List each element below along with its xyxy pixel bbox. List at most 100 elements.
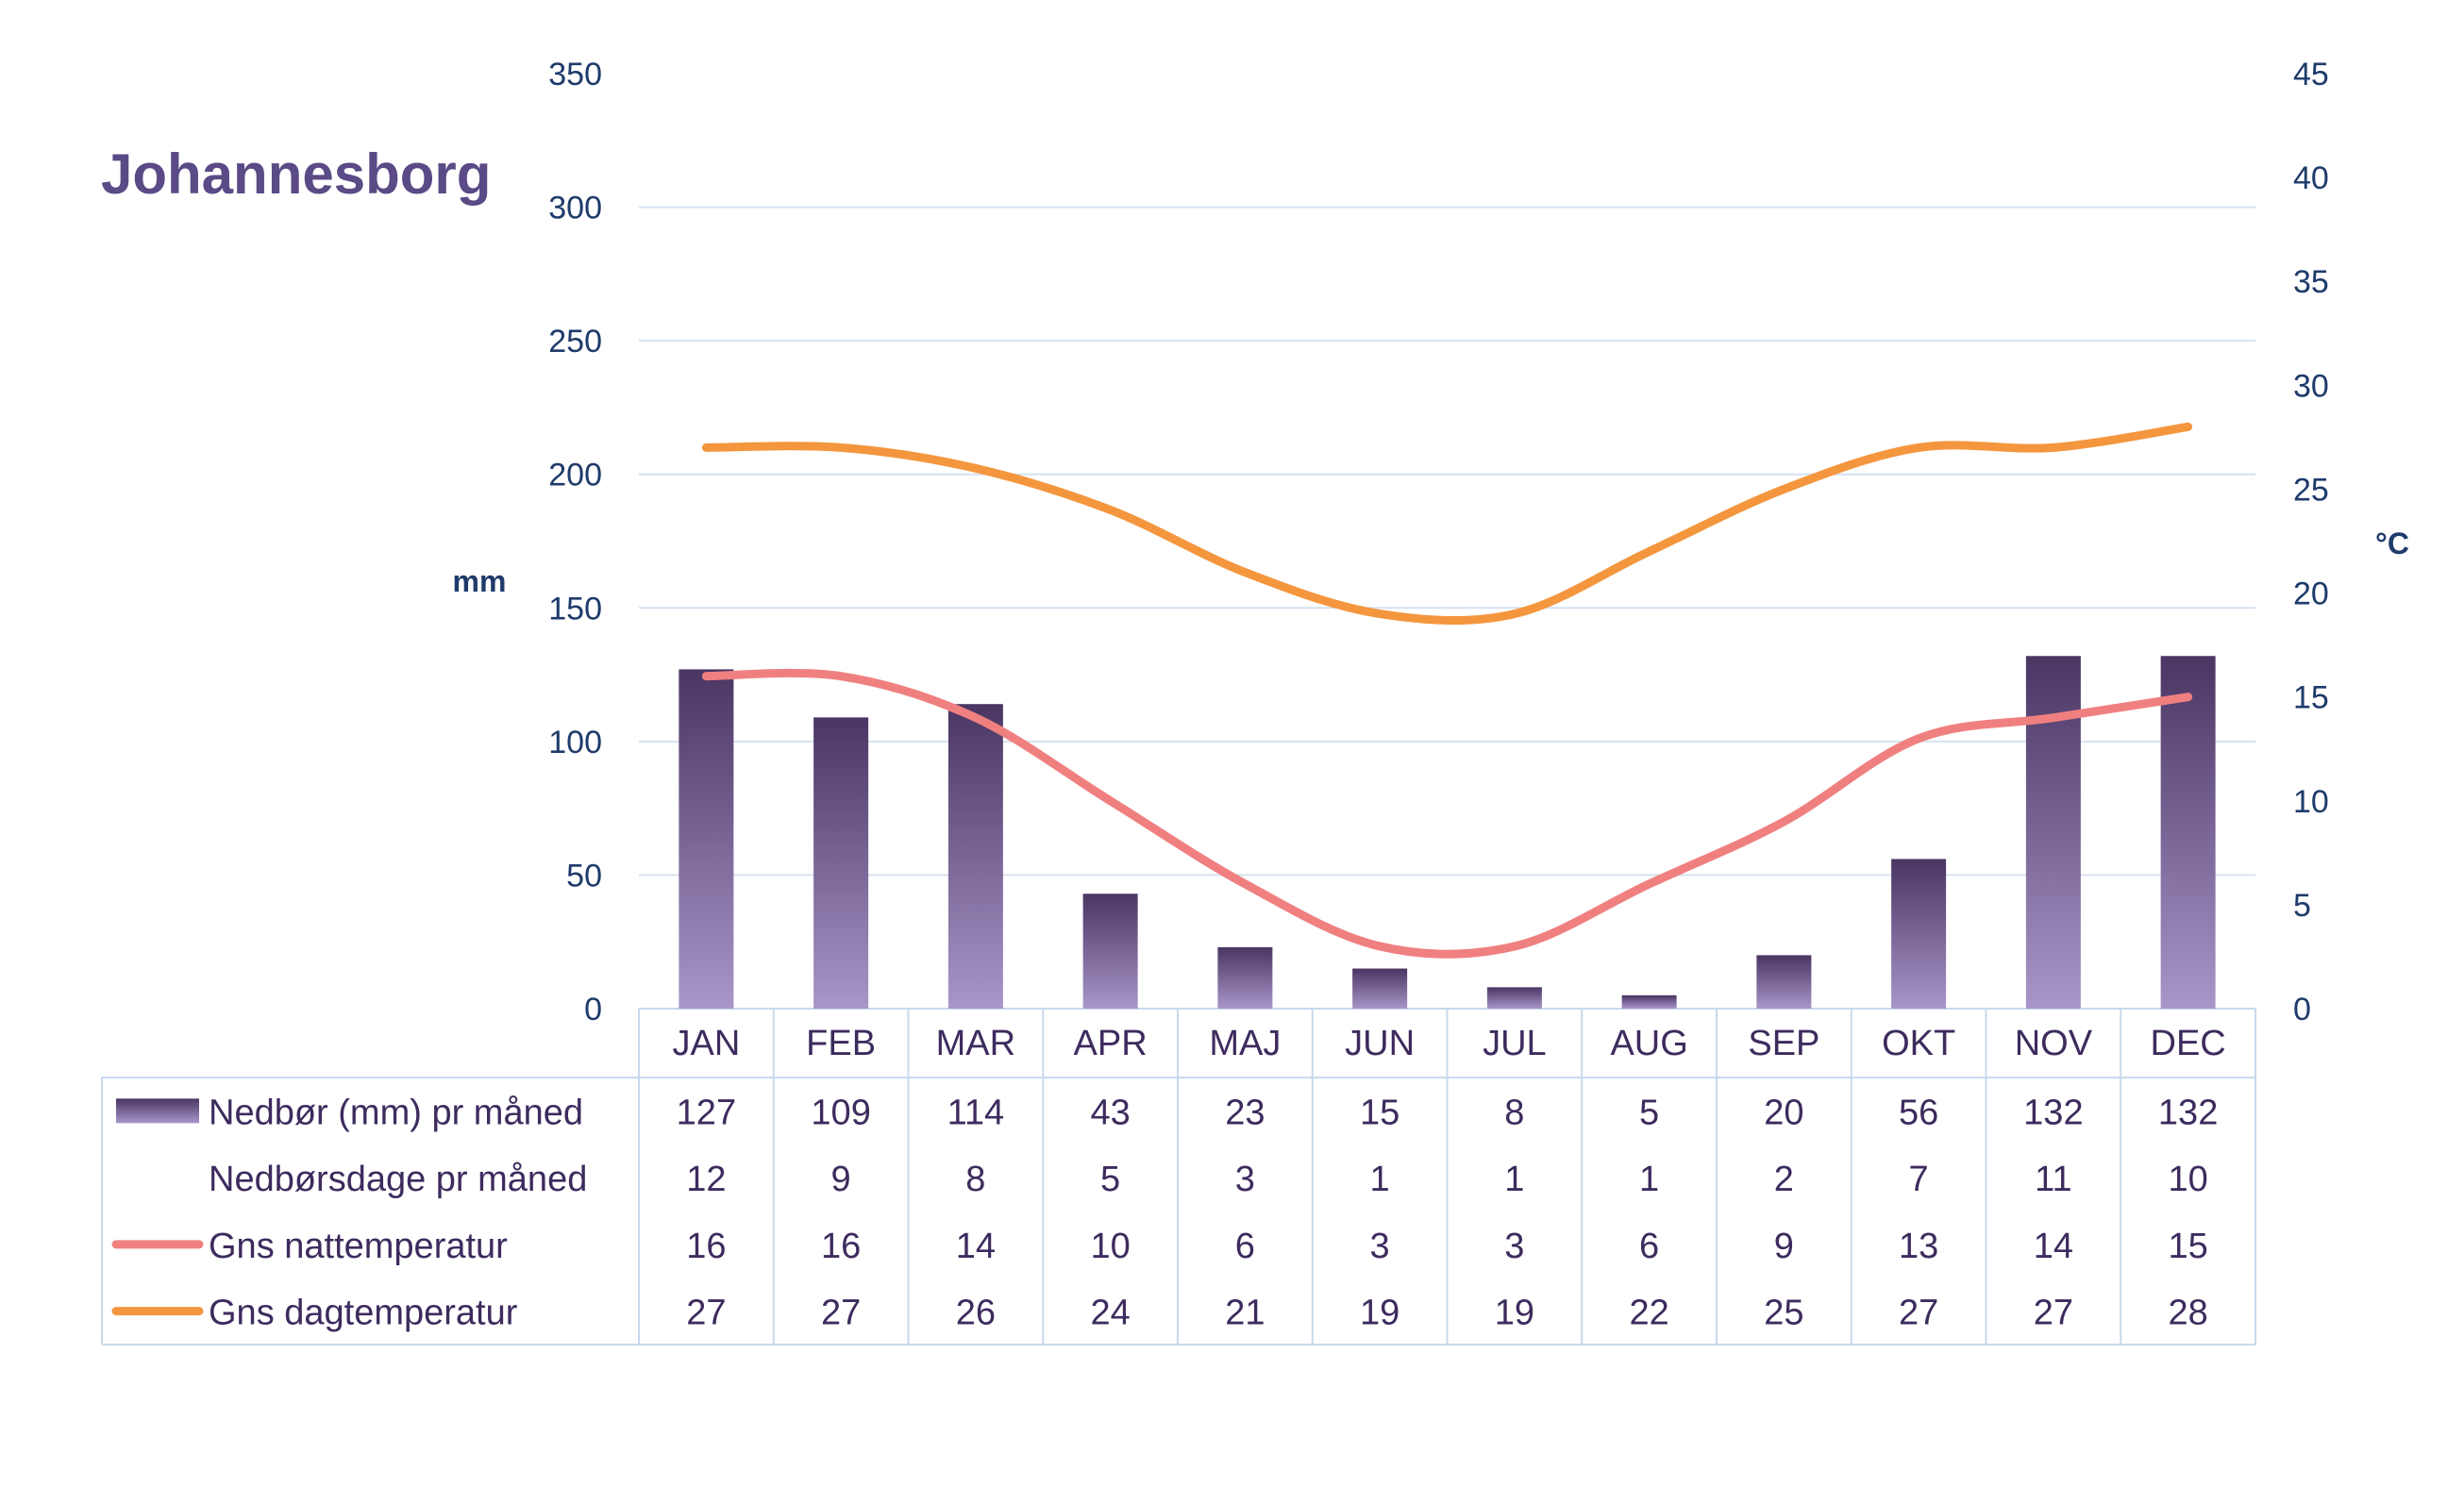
table-cell: 16 (821, 1227, 861, 1266)
right-tick-label: 25 (2293, 472, 2329, 508)
table-cell: 43 (1090, 1093, 1130, 1132)
table-cell: 21 (1225, 1294, 1265, 1333)
table-cell: 14 (2034, 1227, 2073, 1266)
gridlines (639, 206, 2255, 1010)
table-cell: 14 (956, 1227, 996, 1266)
right-tick-label: 20 (2293, 576, 2329, 612)
temperature-lines (701, 422, 2193, 959)
table-cell: 27 (821, 1294, 861, 1333)
category-label: JUN (1345, 1024, 1415, 1063)
row-label: Nedbør (mm) pr måned (209, 1093, 583, 1132)
right-tick-label: 30 (2293, 368, 2329, 404)
table-cell: 7 (1909, 1160, 1929, 1199)
precip-bar (1352, 968, 1408, 1009)
table-cell: 5 (1639, 1093, 1659, 1132)
category-label: JAN (672, 1024, 740, 1063)
right-tick-label: 35 (2293, 264, 2329, 300)
table-cell: 9 (1774, 1227, 1794, 1266)
precip-bar (947, 704, 1003, 1009)
left-axis-label: mm (453, 564, 507, 598)
table-cell: 8 (965, 1160, 985, 1199)
table-cell: 1 (1504, 1160, 1524, 1199)
precip-bar (1082, 894, 1138, 1009)
category-label: DEC (2151, 1024, 2226, 1063)
table-cell: 19 (1495, 1294, 1534, 1333)
right-tick-label: 0 (2293, 992, 2311, 1028)
legend-key-bar (116, 1098, 199, 1124)
table-cell: 27 (686, 1294, 726, 1333)
table-cell: 20 (1764, 1093, 1803, 1132)
precip-bar (1217, 946, 1273, 1009)
table-cell: 6 (1235, 1227, 1255, 1266)
precip-bar (679, 669, 734, 1009)
table-cell: 114 (947, 1093, 1005, 1132)
table-cell: 6 (1639, 1227, 1659, 1266)
row-label: Nedbørsdage pr måned (209, 1160, 587, 1199)
precip-bar (813, 717, 869, 1009)
precip-bar (2160, 656, 2216, 1009)
table-cell: 23 (1225, 1093, 1265, 1132)
table-cell: 19 (1360, 1294, 1400, 1333)
table-cell: 2 (1774, 1160, 1794, 1199)
precip-bar (1756, 955, 1812, 1009)
table-cell: 13 (1899, 1227, 1938, 1266)
row-label: Gns dagtemperatur (209, 1294, 518, 1333)
table-cell: 15 (1360, 1093, 1400, 1132)
table-cell: 12 (686, 1160, 726, 1199)
table-cell: 132 (2158, 1093, 2218, 1132)
table-cell: 25 (1764, 1294, 1803, 1333)
right-axis-label: °C (2375, 526, 2409, 560)
table-cell: 11 (2035, 1160, 2071, 1199)
category-label: MAJ (1209, 1024, 1281, 1063)
precip-bar (1486, 987, 1542, 1009)
category-label: SEP (1748, 1024, 1819, 1063)
category-label: MAR (936, 1024, 1015, 1063)
left-tick-label: 100 (548, 725, 602, 760)
precip-bar (2025, 656, 2081, 1009)
table-cell: 5 (1100, 1160, 1120, 1199)
data-table: JAN FEB MAR APR MAJ JUN JUL AUG SEP OKT NOV DEC Nedb… (101, 1009, 2256, 1345)
table-cell: 24 (1090, 1294, 1130, 1333)
table-cell: 9 (831, 1160, 851, 1199)
table-cell: 10 (1090, 1227, 1130, 1266)
table-cell: 22 (1629, 1294, 1668, 1333)
left-axis: 0 50 100 150 200 250 300 350 mm (453, 57, 602, 1028)
category-label: JUL (1483, 1024, 1547, 1063)
table-cell: 8 (1504, 1093, 1524, 1132)
table-cell: 3 (1504, 1227, 1524, 1266)
precip-bar (1621, 994, 1677, 1009)
right-tick-label: 15 (2293, 680, 2329, 716)
left-tick-label: 300 (548, 191, 602, 226)
right-tick-label: 10 (2293, 784, 2329, 820)
table-cell: 28 (2168, 1294, 2207, 1333)
precip-bar (1891, 859, 1947, 1009)
table-cell: 109 (811, 1093, 870, 1132)
day-temp-line (701, 422, 2193, 626)
table-cell: 1 (1370, 1160, 1390, 1199)
table-cell: 56 (1899, 1093, 1938, 1132)
table-cell: 27 (2034, 1294, 2073, 1333)
table-cell: 132 (2023, 1093, 2083, 1132)
table-cell: 27 (1899, 1294, 1938, 1333)
right-tick-label: 40 (2293, 160, 2329, 196)
table-cell: 10 (2168, 1160, 2207, 1199)
category-label: FEB (806, 1024, 876, 1063)
right-tick-label: 45 (2293, 57, 2329, 92)
category-label: OKT (1882, 1024, 1955, 1063)
right-tick-label: 5 (2293, 888, 2311, 924)
table-cell: 26 (956, 1294, 996, 1333)
table-cell: 3 (1235, 1160, 1255, 1199)
chart-title: Johannesborg (101, 142, 491, 206)
right-axis: 0 5 10 15 20 25 30 35 40 45 °C (2293, 57, 2409, 1028)
table-cell: 127 (677, 1093, 736, 1132)
left-tick-label: 250 (548, 324, 602, 359)
table-cell: 1 (1639, 1160, 1659, 1199)
table-cell: 15 (2168, 1227, 2207, 1266)
row-label: Gns nattemperatur (209, 1227, 508, 1266)
category-label: APR (1074, 1024, 1148, 1063)
left-tick-label: 350 (548, 57, 602, 92)
table-cell: 16 (686, 1227, 726, 1266)
category-label: AUG (1610, 1024, 1687, 1063)
left-tick-label: 200 (548, 458, 602, 493)
